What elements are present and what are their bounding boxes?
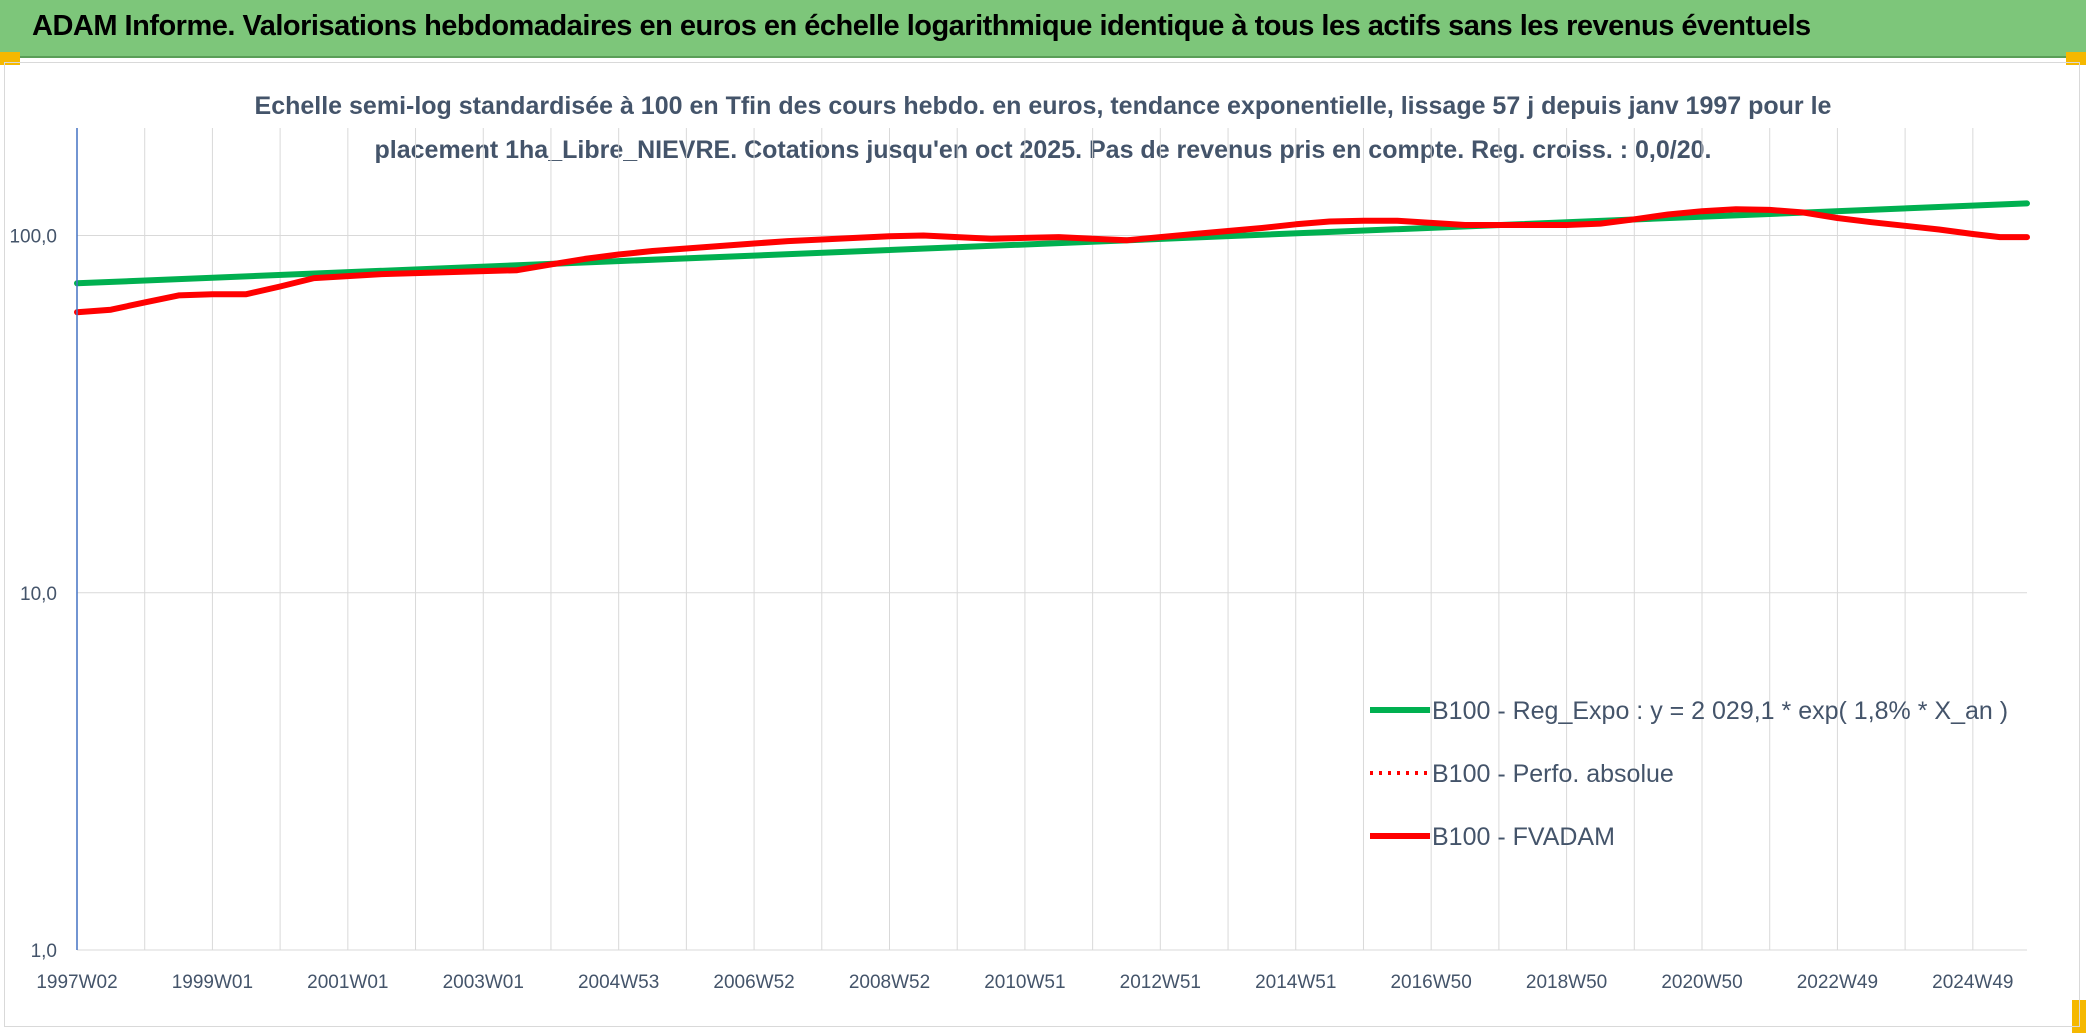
- x-axis-tick-labels: 1997W02 1999W01 2001W01 2003W01 2004W53 2006W…: [36, 972, 2013, 993]
- y-axis-tick-labels: 1,0 10,0 100,0: [9, 227, 57, 962]
- gridlines: [76, 128, 2027, 951]
- x-tick-label: 2010W51: [984, 972, 1065, 993]
- x-tick-label: 2008W52: [849, 972, 930, 993]
- y-tick-label: 100,0: [9, 227, 57, 248]
- x-tick-label: 2006W52: [713, 972, 794, 993]
- x-tick-label: 2012W51: [1120, 972, 1201, 993]
- chart-subtitle-line-1: Echelle semi-log standardisée à 100 en T…: [254, 92, 1832, 120]
- series-lines: [74, 200, 2030, 316]
- legend: B100 - Reg_Expo : y = 2 029,1 * exp( 1,8…: [1370, 697, 2008, 851]
- x-tick-label: 2018W50: [1526, 972, 1607, 993]
- report-header: ADAM Informe. Valorisations hebdomadaire…: [0, 0, 2086, 58]
- legend-label: B100 - FVADAM: [1432, 823, 1615, 851]
- x-tick-label: 2004W53: [578, 972, 659, 993]
- x-tick-label: 2016W50: [1390, 972, 1471, 993]
- x-tick-label: 2024W49: [1932, 972, 2013, 993]
- trend-line: [74, 200, 2030, 287]
- y-tick-label: 10,0: [20, 584, 57, 605]
- x-tick-label: 2014W51: [1255, 972, 1336, 993]
- y-tick-label: 1,0: [31, 941, 57, 962]
- chart-subtitle: Echelle semi-log standardisée à 100 en T…: [0, 84, 2086, 172]
- legend-label: B100 - Perfo. absolue: [1432, 760, 1674, 788]
- legend-label: B100 - Reg_Expo : y = 2 029,1 * exp( 1,8…: [1432, 697, 2008, 725]
- x-tick-label: 1997W02: [36, 972, 117, 993]
- chart-subtitle-line-2: placement 1ha_Libre_NIEVRE. Cotations ju…: [374, 136, 1712, 164]
- x-tick-label: 2020W50: [1661, 972, 1742, 993]
- corner-marker-top-left: [0, 52, 20, 65]
- x-tick-label: 2022W49: [1797, 972, 1878, 993]
- x-tick-label: 2003W01: [443, 972, 524, 993]
- fvadam-line: [74, 206, 2030, 316]
- x-tick-label: 1999W01: [172, 972, 253, 993]
- corner-marker-top-right: [2066, 52, 2086, 65]
- report-title: ADAM Informe. Valorisations hebdomadaire…: [32, 10, 1811, 42]
- chart-area: [4, 62, 2080, 1027]
- x-tick-label: 2001W01: [307, 972, 388, 993]
